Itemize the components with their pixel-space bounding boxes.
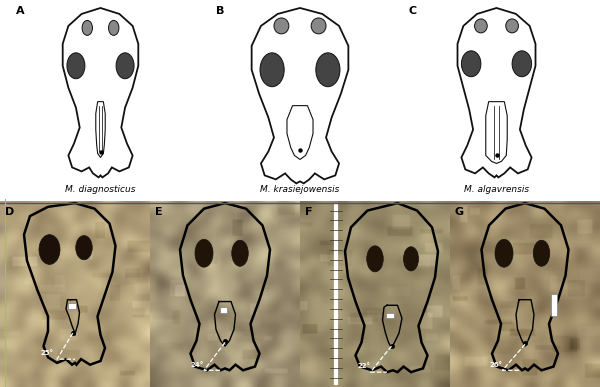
Ellipse shape [67, 53, 85, 79]
Polygon shape [458, 8, 536, 177]
Ellipse shape [109, 21, 119, 35]
Ellipse shape [311, 18, 326, 34]
Polygon shape [62, 8, 138, 177]
Ellipse shape [404, 247, 419, 271]
Ellipse shape [195, 239, 213, 267]
Text: 26°: 26° [489, 361, 502, 368]
Polygon shape [96, 102, 105, 158]
Ellipse shape [475, 19, 487, 33]
FancyBboxPatch shape [220, 307, 227, 313]
Text: M. algavrensis: M. algavrensis [464, 185, 529, 194]
Text: 24°: 24° [191, 361, 204, 368]
Text: G: G [455, 207, 464, 217]
Ellipse shape [533, 240, 550, 266]
Text: 25°: 25° [41, 350, 53, 356]
Ellipse shape [495, 239, 513, 267]
Ellipse shape [461, 51, 481, 77]
Ellipse shape [367, 246, 383, 272]
FancyBboxPatch shape [386, 313, 394, 318]
Ellipse shape [82, 21, 92, 35]
Text: A: A [16, 6, 24, 16]
Ellipse shape [506, 19, 518, 33]
Ellipse shape [260, 53, 284, 87]
Text: M. diagnosticus: M. diagnosticus [65, 185, 136, 194]
Text: B: B [216, 6, 224, 16]
FancyBboxPatch shape [68, 303, 76, 309]
FancyBboxPatch shape [551, 294, 557, 317]
Polygon shape [486, 102, 507, 163]
Text: F: F [305, 207, 312, 217]
Text: M. krasiejowensis: M. krasiejowensis [260, 185, 340, 194]
Polygon shape [287, 106, 313, 159]
Ellipse shape [116, 53, 134, 79]
Ellipse shape [512, 51, 532, 77]
Ellipse shape [39, 235, 60, 264]
Text: C: C [409, 6, 417, 16]
Ellipse shape [76, 236, 92, 260]
Text: 22°: 22° [357, 363, 370, 370]
Ellipse shape [232, 240, 248, 266]
Text: D: D [5, 207, 14, 217]
Polygon shape [251, 8, 349, 183]
Ellipse shape [316, 53, 340, 87]
Text: E: E [155, 207, 162, 217]
Ellipse shape [274, 18, 289, 34]
